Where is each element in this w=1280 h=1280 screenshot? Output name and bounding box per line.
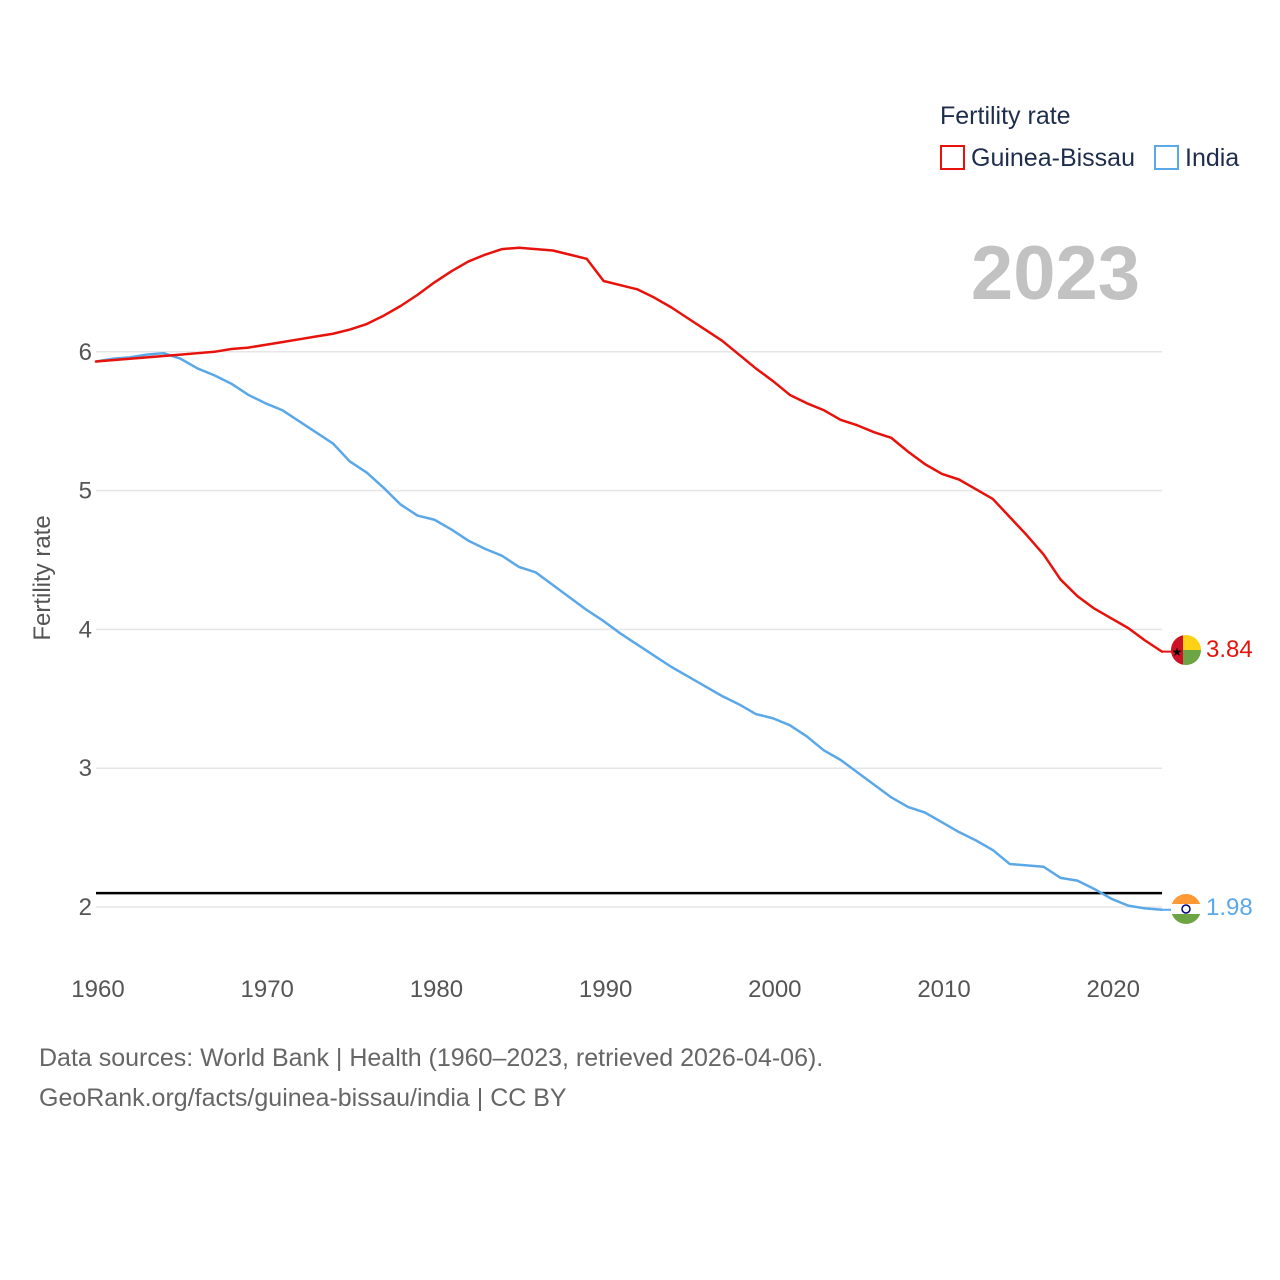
y-tick-label-6: 6 bbox=[79, 339, 92, 366]
x-tick-label-2000: 2000 bbox=[748, 976, 801, 1003]
legend-swatch-guinea-bissau[interactable] bbox=[940, 145, 965, 170]
grid bbox=[96, 351, 1162, 908]
x-tick-label-1960: 1960 bbox=[71, 976, 124, 1003]
footer-sources: Data sources: World Bank | Health (1960–… bbox=[39, 1044, 824, 1072]
legend-swatch-india[interactable] bbox=[1154, 145, 1179, 170]
y-tick-label-3: 3 bbox=[79, 755, 92, 782]
x-tick-label-1970: 1970 bbox=[241, 976, 294, 1003]
x-axis: 1960 1970 1980 1990 2000 2010 2020 bbox=[71, 976, 1140, 1003]
series-line-guinea-bissau[interactable] bbox=[94, 246, 1164, 653]
x-tick-label-2010: 2010 bbox=[917, 976, 970, 1003]
legend-title: Fertility rate bbox=[940, 102, 1071, 130]
x-tick-label-1980: 1980 bbox=[410, 976, 463, 1003]
guinea-bissau-end-value: 3.84 bbox=[1206, 636, 1253, 663]
x-tick-label-2020: 2020 bbox=[1087, 976, 1140, 1003]
guinea-bissau-flag-icon: ★ bbox=[1171, 635, 1201, 665]
svg-text:★: ★ bbox=[1172, 645, 1183, 659]
india-flag-icon bbox=[1171, 894, 1201, 924]
y-tick-label-5: 5 bbox=[79, 478, 92, 505]
footer-attribution[interactable]: GeoRank.org/facts/guinea-bissau/india | … bbox=[39, 1084, 567, 1112]
y-tick-label-2: 2 bbox=[79, 894, 92, 921]
y-axis: 2 3 4 5 6 bbox=[79, 339, 92, 921]
india-end-value: 1.98 bbox=[1206, 894, 1253, 921]
legend: Fertility rate Guinea-Bissau India bbox=[940, 102, 1239, 172]
legend-label-india[interactable]: India bbox=[1185, 144, 1239, 172]
series-layer bbox=[94, 246, 1172, 912]
y-axis-title: Fertility rate bbox=[29, 515, 56, 640]
series-line-india[interactable] bbox=[94, 351, 1164, 912]
legend-label-guinea-bissau[interactable]: Guinea-Bissau bbox=[971, 144, 1135, 172]
x-tick-label-1990: 1990 bbox=[579, 976, 632, 1003]
y-tick-label-4: 4 bbox=[79, 616, 92, 643]
current-year-label: 2023 bbox=[971, 231, 1140, 316]
